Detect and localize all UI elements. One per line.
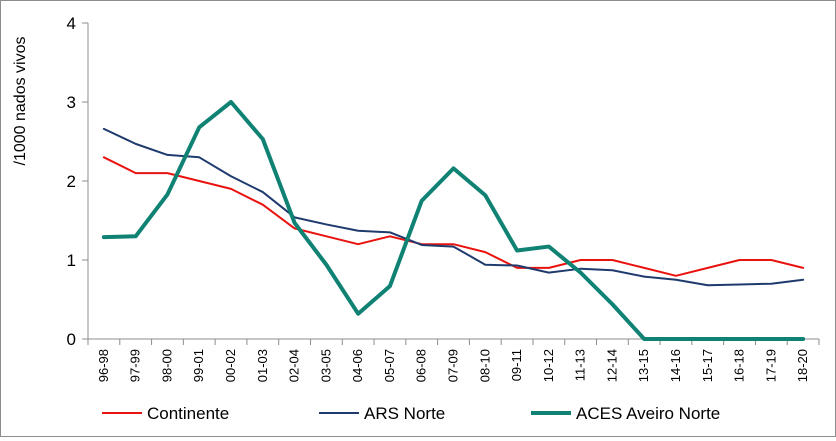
x-tick-label: 06-08 <box>414 349 429 382</box>
series-line-aces-aveiro-norte <box>101 100 806 341</box>
x-tick-label: 10-12 <box>541 349 556 382</box>
legend-label-continente: Continente <box>147 404 229 423</box>
x-tick-label: 12-14 <box>604 349 619 382</box>
y-tick-label: 2 <box>67 172 76 191</box>
x-tick-label: 01-03 <box>255 349 270 382</box>
y-axis-label: /1000 nados vivos <box>12 37 29 166</box>
x-tick-label: 13-15 <box>636 349 651 382</box>
x-tick-label: 98-00 <box>159 349 174 382</box>
x-tick-label: 18-20 <box>795 349 810 382</box>
x-tick-label: 03-05 <box>318 349 333 382</box>
x-tick-label: 05-07 <box>382 349 397 382</box>
y-tick-label: 0 <box>67 330 76 349</box>
series-line-continente <box>102 156 805 277</box>
x-tick-label: 04-06 <box>350 349 365 382</box>
x-tick-label: 16-18 <box>732 349 747 382</box>
x-tick-label: 96-98 <box>96 349 111 382</box>
x-tick-label: 09-11 <box>509 349 524 381</box>
y-tick-label: 4 <box>67 14 76 33</box>
x-tick-label: 97-99 <box>128 349 143 382</box>
legend-label-ars-norte: ARS Norte <box>364 404 445 423</box>
legend-label-aces-aveiro-norte: ACES Aveiro Norte <box>576 404 720 423</box>
x-tick-label: 11-13 <box>573 349 588 381</box>
x-tick-label: 07-09 <box>446 349 461 382</box>
y-tick-label: 1 <box>67 251 76 270</box>
x-tick-label: 15-17 <box>700 349 715 382</box>
x-tick-label: 00-02 <box>223 349 238 382</box>
x-tick-label: 17-19 <box>763 349 778 382</box>
x-tick-label: 08-10 <box>477 349 492 382</box>
y-tick-label: 3 <box>67 93 76 112</box>
x-tick-label: 14-16 <box>668 349 683 382</box>
x-tick-label: 02-04 <box>287 349 302 382</box>
series-line-ars-norte <box>102 127 805 287</box>
x-tick-label: 99-01 <box>191 349 206 382</box>
